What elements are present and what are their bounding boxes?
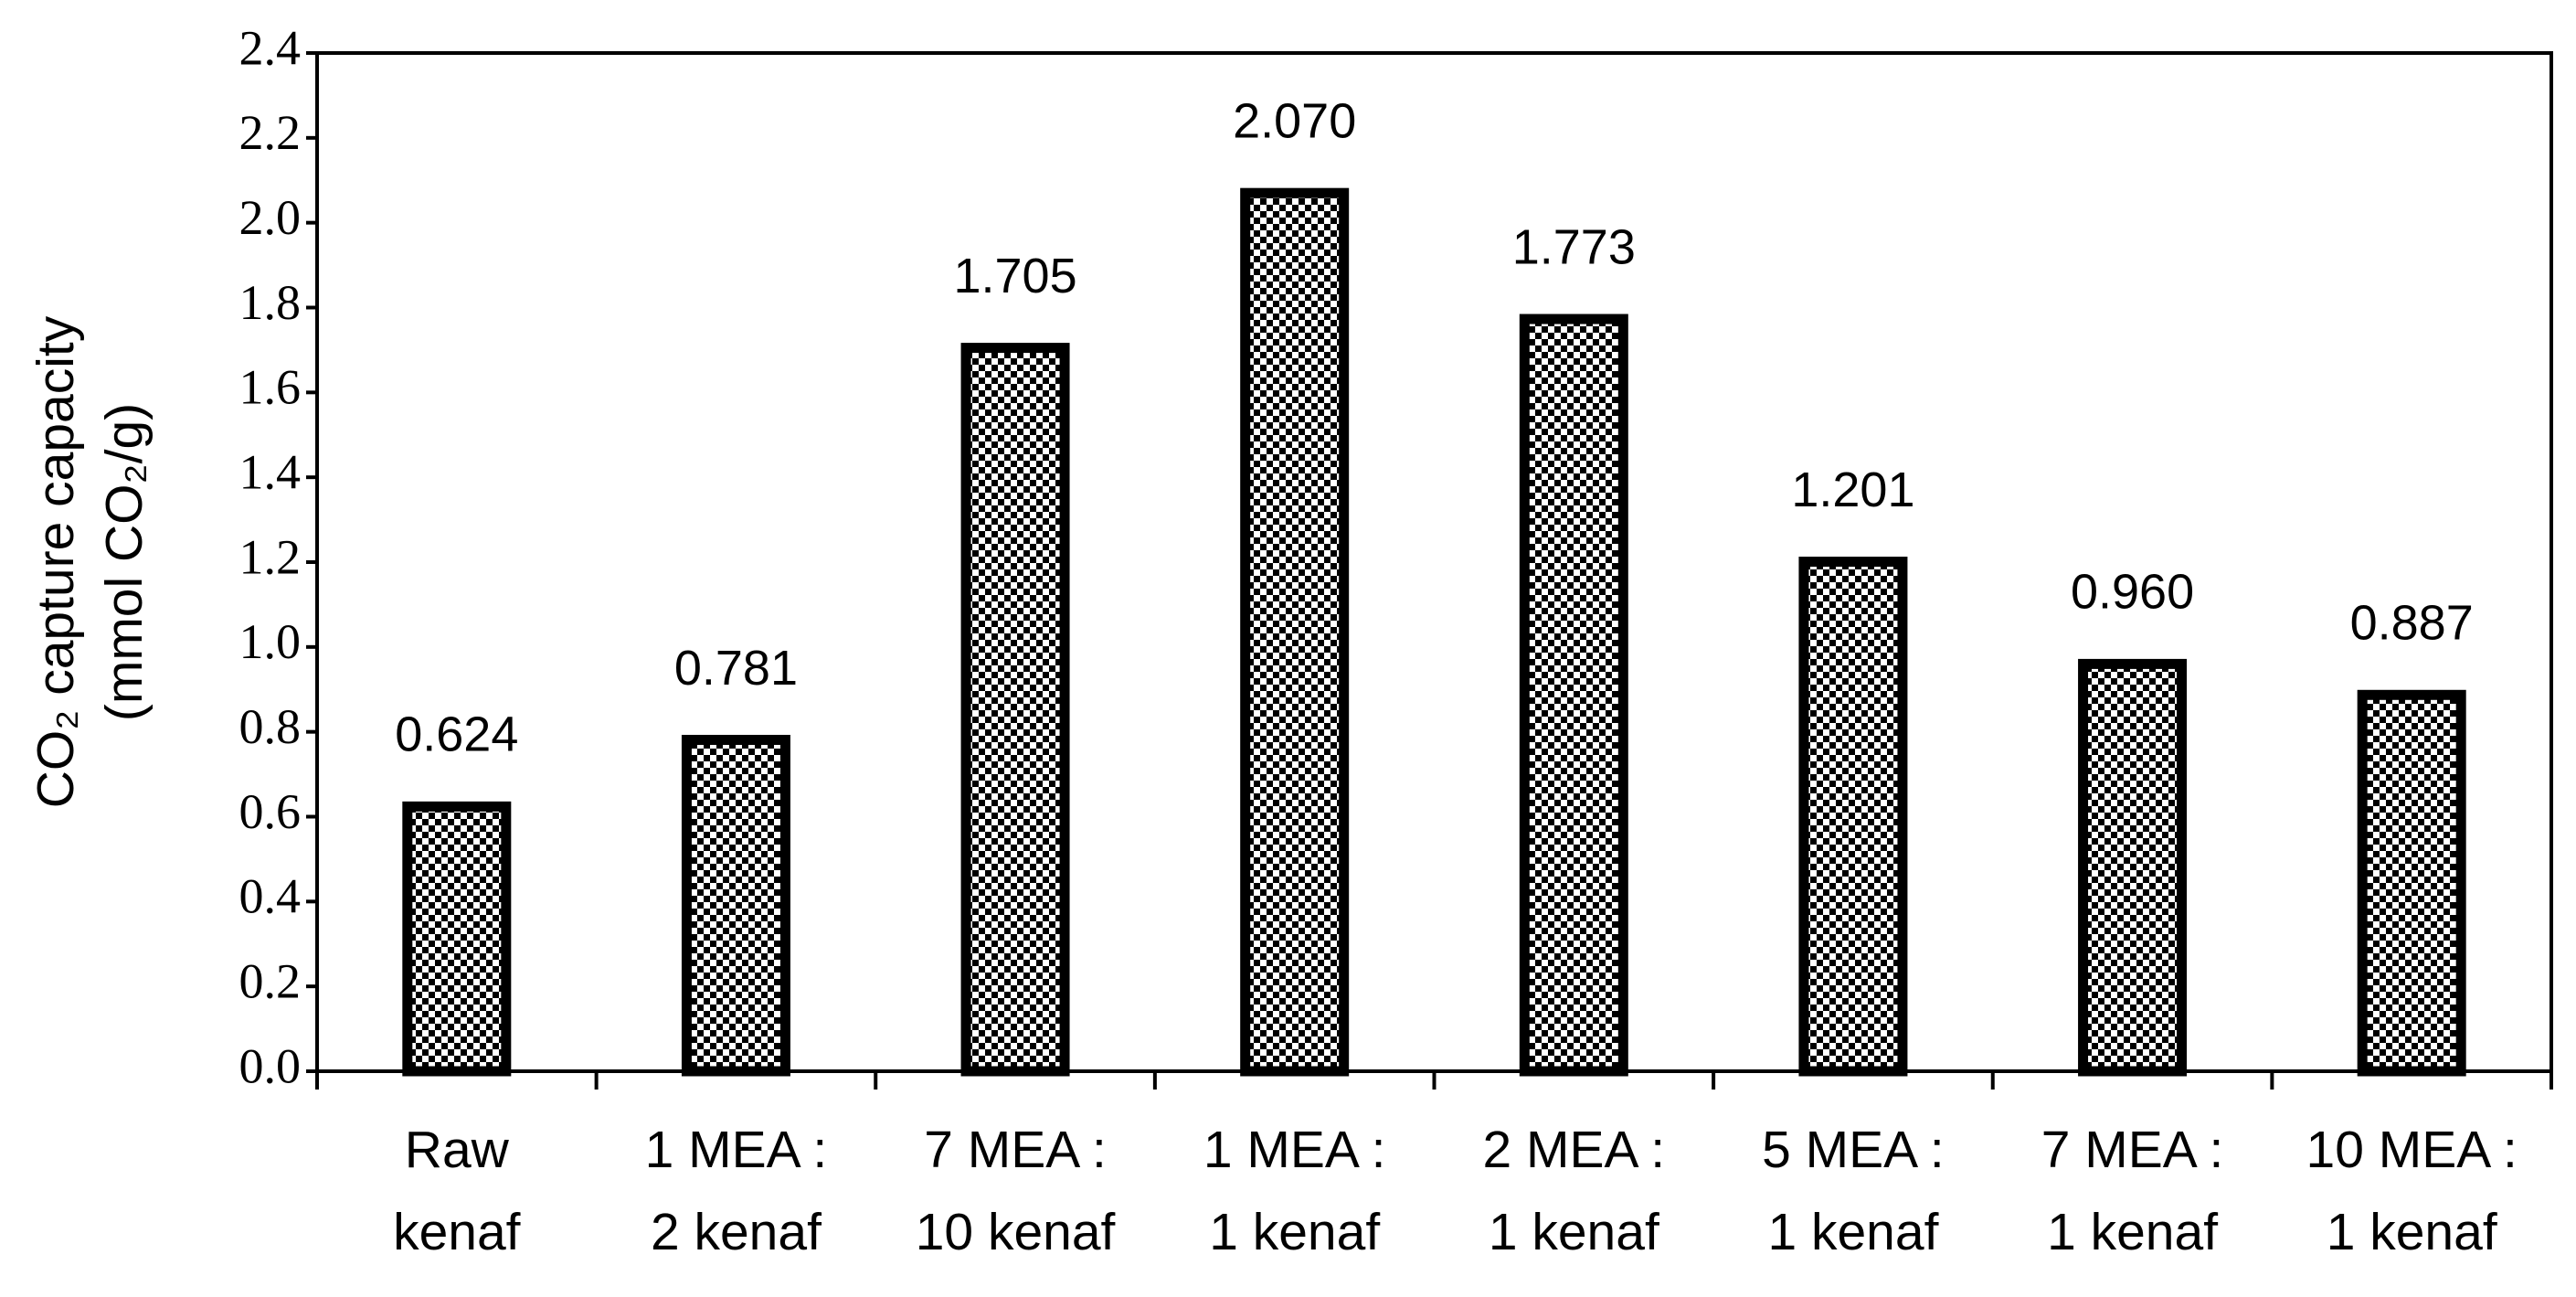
y-tick-label: 0.2 — [239, 954, 302, 1009]
bar — [402, 801, 512, 1077]
x-tick-label: 1 kenaf — [2327, 1203, 2497, 1261]
x-tick-label: 1 kenaf — [1209, 1203, 1380, 1261]
y-tick-label: 1.2 — [239, 529, 302, 584]
y-axis-label: (mmol CO₂/g) — [95, 403, 154, 721]
x-tick-label: 1 MEA : — [645, 1121, 828, 1179]
bar — [1519, 314, 1628, 1077]
x-tick-label: 2 kenaf — [651, 1203, 822, 1261]
x-tick-label: 7 MEA : — [2041, 1121, 2224, 1179]
value-label: 0.781 — [674, 641, 798, 696]
x-tick-label: 10 kenaf — [916, 1203, 1116, 1261]
y-tick-label: 2.2 — [239, 105, 302, 160]
bar — [960, 343, 1070, 1077]
x-tick-label: 1 kenaf — [1489, 1203, 1659, 1261]
y-axis-label: CO₂ capture capacity — [27, 315, 85, 808]
y-tick-label: 1.4 — [239, 445, 302, 500]
y-tick-label: 1.0 — [239, 614, 302, 669]
plot-frame — [315, 51, 2553, 1073]
value-label: 2.070 — [1233, 93, 1356, 148]
x-tick-label: 2 MEA : — [1483, 1121, 1666, 1179]
y-tick-label: 1.8 — [239, 275, 302, 330]
y-tick-label: 0.8 — [239, 699, 302, 754]
y-tick-label: 0.0 — [239, 1038, 302, 1093]
bar — [2357, 689, 2466, 1077]
y-tick-label: 2.4 — [239, 20, 302, 75]
bar — [1798, 557, 1908, 1077]
bar — [2078, 658, 2188, 1077]
x-tick-label: 10 MEA : — [2306, 1121, 2518, 1179]
y-tick-label: 0.4 — [239, 869, 302, 924]
bar — [1240, 187, 1350, 1077]
value-label: 0.960 — [2071, 565, 2194, 620]
value-label: 0.887 — [2350, 596, 2474, 651]
x-tick-label: 5 MEA : — [1762, 1121, 1945, 1179]
value-label: 0.624 — [395, 707, 518, 762]
value-label: 1.201 — [1791, 462, 1914, 517]
x-tick-label: 1 kenaf — [2047, 1203, 2218, 1261]
x-tick-label: 1 kenaf — [1767, 1203, 1938, 1261]
value-label: 1.773 — [1512, 219, 1636, 274]
value-label: 1.705 — [953, 249, 1076, 303]
x-tick-label: kenaf — [393, 1203, 521, 1261]
x-tick-label: 1 MEA : — [1203, 1121, 1386, 1179]
y-tick-label: 1.6 — [239, 360, 302, 415]
x-tick-label: 7 MEA : — [924, 1121, 1107, 1179]
y-tick-label: 0.6 — [239, 784, 302, 839]
x-tick-label: Raw — [405, 1121, 510, 1179]
y-tick-label: 2.0 — [239, 190, 302, 245]
bar — [681, 734, 790, 1077]
